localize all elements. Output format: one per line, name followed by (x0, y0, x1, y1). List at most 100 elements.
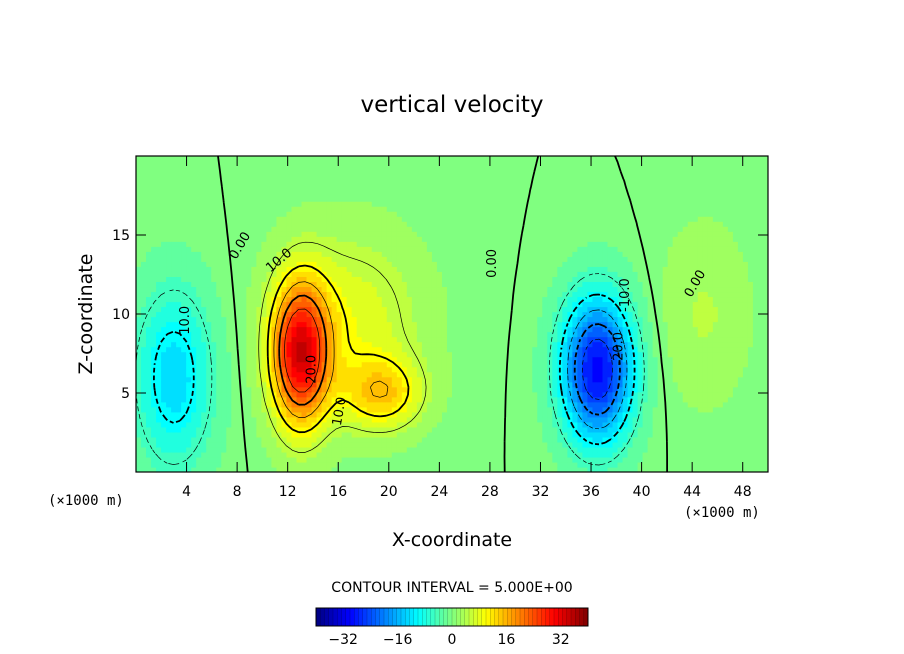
field-cell (492, 216, 498, 222)
field-cell (316, 346, 323, 353)
field-cell (311, 446, 318, 453)
field-cell (376, 291, 383, 298)
field-cell (246, 446, 252, 453)
field-cell (381, 241, 388, 247)
field-cell (356, 176, 363, 182)
field-cell (431, 296, 438, 303)
field-cell (286, 206, 293, 212)
field-cell (341, 316, 348, 323)
field-cell (366, 341, 373, 348)
field-cell (221, 156, 227, 162)
field-cell (166, 456, 172, 463)
field-cell (291, 256, 298, 262)
field-cell (467, 271, 473, 277)
field-cell (366, 446, 373, 453)
field-cell (301, 291, 308, 298)
field-cell (191, 326, 197, 333)
field-cell (201, 201, 207, 207)
field-cell (502, 376, 508, 383)
field-cell (201, 186, 207, 192)
field-cell (151, 226, 157, 232)
field-cell (421, 421, 428, 428)
field-cell (371, 321, 378, 328)
field-cell (166, 341, 172, 348)
field-cell (206, 186, 212, 192)
field-cell (462, 361, 468, 368)
field-cell (331, 301, 338, 308)
field-cell (446, 351, 453, 358)
field-cell (301, 261, 308, 267)
field-cell (467, 226, 473, 232)
field-cell (411, 466, 418, 472)
field-cell (426, 461, 433, 468)
field-cell (492, 406, 498, 413)
field-cell (161, 401, 167, 408)
field-cell (161, 446, 167, 453)
field-cell (452, 381, 458, 388)
field-cell (426, 216, 433, 222)
field-cell (361, 161, 368, 167)
field-cell (181, 381, 187, 388)
field-cell (371, 376, 378, 383)
field-cell (346, 416, 353, 423)
field-cell (176, 336, 182, 343)
field-cell (251, 461, 257, 468)
field-cell (416, 286, 423, 293)
field-cell (386, 256, 393, 262)
field-cell (426, 451, 433, 458)
field-cell (191, 276, 197, 282)
field-cell (206, 211, 212, 217)
field-cell (502, 246, 508, 252)
field-cell (482, 251, 488, 257)
field-cell (286, 386, 293, 393)
field-cell (477, 206, 483, 212)
field-cell (256, 431, 262, 438)
field-cell (146, 466, 152, 472)
field-cell (251, 416, 257, 423)
field-cell (366, 346, 373, 353)
field-cell (306, 291, 313, 298)
field-cell (441, 356, 448, 363)
field-cell (356, 411, 363, 418)
field-cell (206, 406, 212, 413)
field-cell (151, 416, 157, 423)
field-cell (452, 191, 458, 197)
field-cell (457, 441, 463, 448)
field-cell (236, 286, 242, 293)
field-cell (266, 421, 273, 428)
field-cell (266, 351, 273, 358)
field-cell (336, 156, 343, 162)
field-cell (151, 186, 157, 192)
field-cell (512, 436, 518, 443)
field-cell (236, 401, 242, 408)
field-cell (472, 281, 478, 288)
field-cell (186, 396, 192, 403)
field-cell (196, 346, 202, 353)
field-cell (186, 366, 192, 373)
field-cell (196, 466, 202, 472)
field-cell (161, 246, 167, 252)
field-cell (411, 306, 418, 313)
field-cell (226, 156, 232, 162)
field-cell (226, 306, 232, 313)
field-cell (186, 196, 192, 202)
field-cell (161, 301, 167, 308)
field-cell (231, 166, 237, 172)
field-cell (452, 371, 458, 378)
field-cell (351, 206, 358, 212)
field-cell (221, 401, 227, 408)
field-cell (406, 441, 413, 448)
field-cell (256, 256, 262, 262)
field-cell (291, 241, 298, 247)
field-cell (206, 286, 212, 293)
field-cell (161, 161, 167, 167)
field-cell (146, 156, 152, 162)
field-cell (326, 291, 333, 298)
field-cell (201, 266, 207, 272)
field-cell (191, 156, 197, 162)
field-cell (286, 156, 293, 162)
field-cell (301, 381, 308, 388)
field-cell (256, 231, 262, 237)
field-cell (196, 371, 202, 378)
field-cell (522, 431, 528, 438)
